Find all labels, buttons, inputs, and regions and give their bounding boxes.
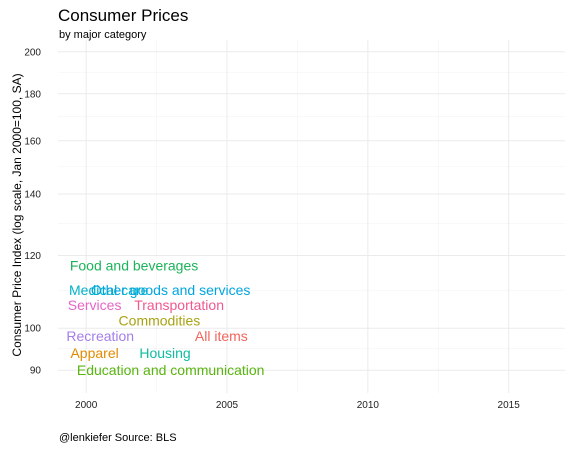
y-tick-label: 160 [24,136,41,147]
x-tick-label: 2005 [216,400,239,411]
data-point-label: Commodities [119,312,201,328]
y-tick-label: 180 [24,89,41,100]
data-point-label: Transportation [134,297,224,313]
x-tick-labels: 2000 2005 2010 2015 [75,400,520,411]
y-tick-label: 90 [30,366,42,377]
chart-title: Consumer Prices [58,6,189,25]
data-point-label: Other goods and services [91,282,251,298]
data-point-label: Education and communication [77,362,265,378]
chart-caption: @lenkiefer Source: BLS [59,432,177,444]
data-point-label: Apparel [70,345,118,361]
data-point-label: Recreation [66,328,134,344]
x-tick-label: 2010 [357,400,380,411]
y-tick-label: 120 [24,251,41,262]
y-tick-label: 100 [24,324,41,335]
y-tick-labels: 90 100 120 140 160 180 200 [24,47,41,376]
data-point-label: All items [195,328,248,344]
data-point-label: Housing [139,345,190,361]
chart-subtitle: by major category [59,29,147,41]
y-tick-label: 140 [24,190,41,201]
x-tick-label: 2000 [75,400,98,411]
data-point-label: Food and beverages [70,258,198,274]
grid-lines [58,40,565,393]
data-point-label: Medical care [69,282,149,298]
data-point-label: Services [68,297,122,313]
x-tick-label: 2015 [498,400,521,411]
y-tick-label: 200 [24,47,41,58]
